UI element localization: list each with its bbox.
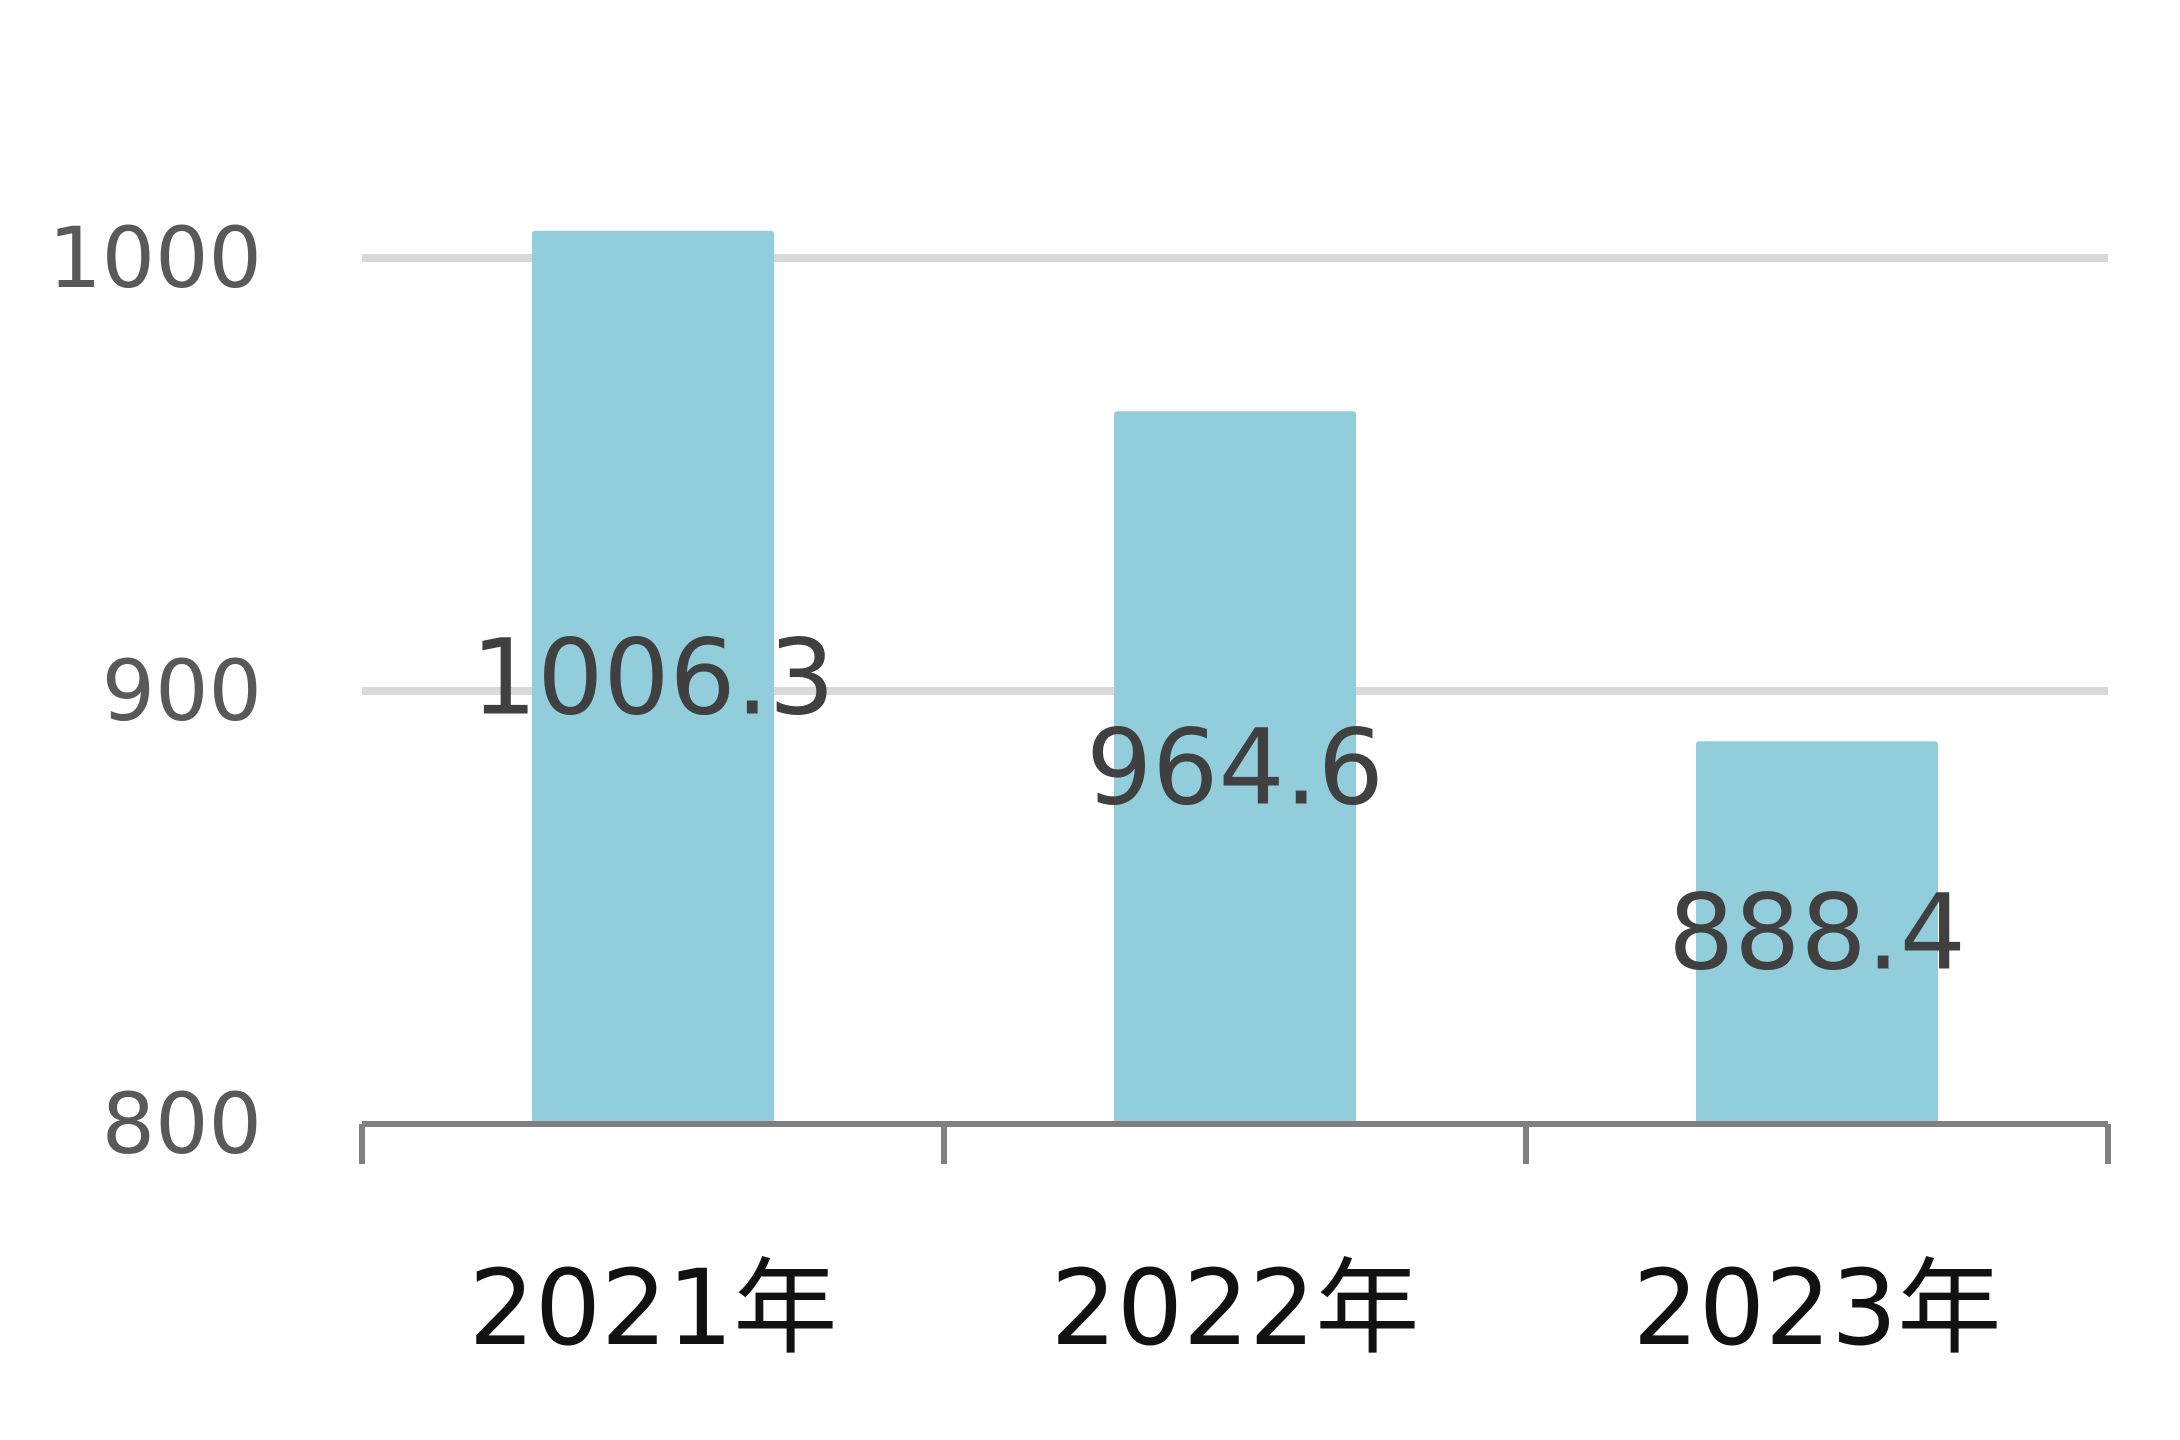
y-tick-label-900: 900: [102, 642, 262, 740]
y-tick-labels: 800 900 1000: [48, 209, 262, 1173]
bar-1: [1114, 411, 1356, 1125]
y-tick-label-1000: 1000: [48, 209, 262, 307]
y-tick-label-800: 800: [102, 1075, 262, 1173]
x-axis: [359, 1121, 2111, 1164]
data-label-2: 888.4: [1668, 872, 1966, 994]
bar-0: [532, 230, 774, 1124]
bar-2: [1696, 741, 1938, 1124]
data-label-1: 964.6: [1086, 707, 1384, 829]
x-tick-label-0: 2021年: [469, 1247, 838, 1369]
x-tick-labels: 2021年 2022年 2023年: [469, 1247, 2002, 1369]
data-labels: 1006.3 964.6 888.4: [471, 616, 1966, 993]
x-tick-label-1: 2022年: [1051, 1247, 1420, 1369]
data-label-0: 1006.3: [471, 616, 835, 738]
x-tick-label-2: 2023年: [1633, 1247, 2002, 1369]
bars: [532, 230, 1938, 1125]
